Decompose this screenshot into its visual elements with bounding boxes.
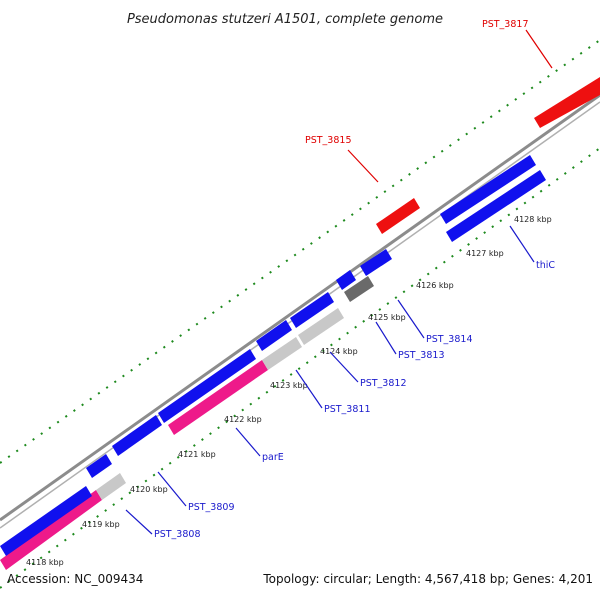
- label-leaders: PST_3808 PST_3809 parE PST_3811 PST_3812 PST_…: [125, 19, 555, 540]
- leader-line: [235, 427, 261, 457]
- tick-label: 4122 kbp: [224, 415, 262, 424]
- gene-arrow-blue: [112, 415, 162, 456]
- feature-bar-grey: [96, 473, 126, 500]
- kbp-ticks: 4118 kbp 4119 kbp 4120 kbp 4121 kbp 4122 kbp…: [26, 215, 552, 567]
- tick-label: 4120 kbp: [130, 485, 168, 494]
- accession-text: Accession: NC_009434: [7, 572, 144, 586]
- gene-label: PST_3814: [426, 334, 473, 345]
- leader-line: [329, 351, 359, 383]
- gene-arrow-blue: [440, 155, 536, 224]
- map-title: Pseudomonas stutzeri A1501, complete gen…: [127, 12, 443, 27]
- leader-line: [157, 471, 187, 507]
- gene-label: parE: [262, 452, 284, 463]
- gene-arrow-blue: [290, 292, 334, 328]
- gene-arrow-red: [376, 198, 420, 234]
- feature-bar-magenta: [0, 490, 102, 570]
- feature-bar-magenta: [168, 360, 268, 435]
- tick-label: 4123 kbp: [270, 381, 308, 390]
- topology-text: Topology: circular; Length: 4,567,418 bp…: [263, 572, 593, 586]
- gene-label: thiC: [536, 260, 555, 271]
- tick-label: 4126 kbp: [416, 281, 454, 290]
- gene-arrow-blue: [158, 349, 256, 423]
- tick-label: 4119 kbp: [82, 520, 120, 529]
- leader-line: [125, 509, 153, 535]
- gene-label: PST_3815: [305, 135, 352, 146]
- feature-bar-grey: [298, 308, 344, 345]
- outer-dotted-ring: [0, 39, 600, 464]
- gene-arrow-blue: [446, 170, 546, 242]
- gene-features: [0, 77, 600, 570]
- leader-line: [375, 321, 397, 355]
- gene-label: PST_3811: [324, 404, 371, 415]
- inner-dotted-ring: [0, 147, 600, 589]
- gene-arrow-blue: [256, 320, 292, 351]
- gene-label: PST_3808: [154, 529, 201, 540]
- gene-arrow-red: [534, 77, 600, 128]
- tick-label: 4118 kbp: [26, 558, 64, 567]
- gene-label: PST_3813: [398, 350, 445, 361]
- gene-arrow-blue: [360, 249, 392, 276]
- tick-label: 4127 kbp: [466, 249, 504, 258]
- gene-label: PST_3817: [482, 19, 529, 30]
- gene-label: PST_3812: [360, 378, 407, 389]
- feature-bar-darkgrey: [344, 276, 374, 302]
- tick-label: 4121 kbp: [178, 450, 216, 459]
- tick-label: 4128 kbp: [514, 215, 552, 224]
- tick-label: 4125 kbp: [368, 313, 406, 322]
- tick-label: 4124 kbp: [320, 347, 358, 356]
- leader-line: [295, 369, 323, 409]
- gene-arrow-blue: [336, 270, 356, 290]
- gene-arrow-blue: [0, 486, 92, 556]
- backbone-line-outer: [0, 93, 600, 522]
- leader-line: [509, 225, 535, 263]
- leader-line: [525, 29, 553, 69]
- leader-line: [397, 299, 425, 339]
- leader-line: [347, 149, 379, 183]
- gene-arrow-blue: [86, 454, 112, 478]
- feature-bar-grey: [262, 337, 302, 370]
- gene-label: PST_3809: [188, 502, 235, 513]
